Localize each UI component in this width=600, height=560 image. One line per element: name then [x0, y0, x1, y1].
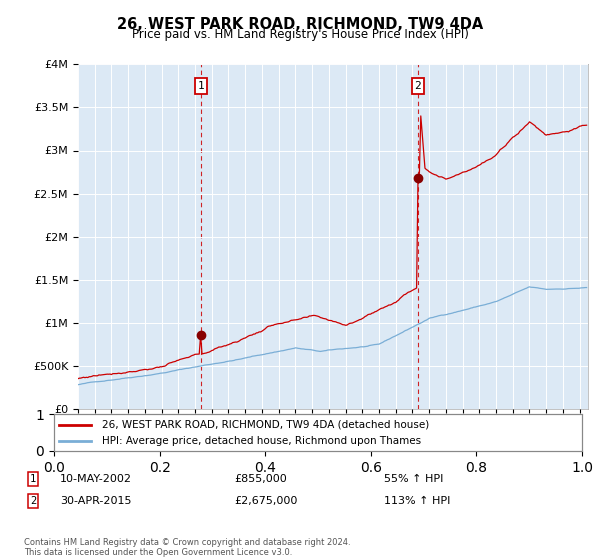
Text: 26, WEST PARK ROAD, RICHMOND, TW9 4DA: 26, WEST PARK ROAD, RICHMOND, TW9 4DA: [117, 17, 483, 32]
Text: £855,000: £855,000: [234, 474, 287, 484]
Text: HPI: Average price, detached house, Richmond upon Thames: HPI: Average price, detached house, Rich…: [101, 436, 421, 446]
Text: 2: 2: [415, 81, 421, 91]
Text: £2,675,000: £2,675,000: [234, 496, 298, 506]
Text: 113% ↑ HPI: 113% ↑ HPI: [384, 496, 451, 506]
Text: 1: 1: [30, 474, 36, 484]
Text: 30-APR-2015: 30-APR-2015: [60, 496, 131, 506]
Text: 2: 2: [30, 496, 36, 506]
Text: 26, WEST PARK ROAD, RICHMOND, TW9 4DA (detached house): 26, WEST PARK ROAD, RICHMOND, TW9 4DA (d…: [101, 419, 429, 430]
Text: Price paid vs. HM Land Registry's House Price Index (HPI): Price paid vs. HM Land Registry's House …: [131, 28, 469, 41]
Text: Contains HM Land Registry data © Crown copyright and database right 2024.
This d: Contains HM Land Registry data © Crown c…: [24, 538, 350, 557]
Text: 10-MAY-2002: 10-MAY-2002: [60, 474, 132, 484]
Text: 55% ↑ HPI: 55% ↑ HPI: [384, 474, 443, 484]
Text: 1: 1: [197, 81, 205, 91]
